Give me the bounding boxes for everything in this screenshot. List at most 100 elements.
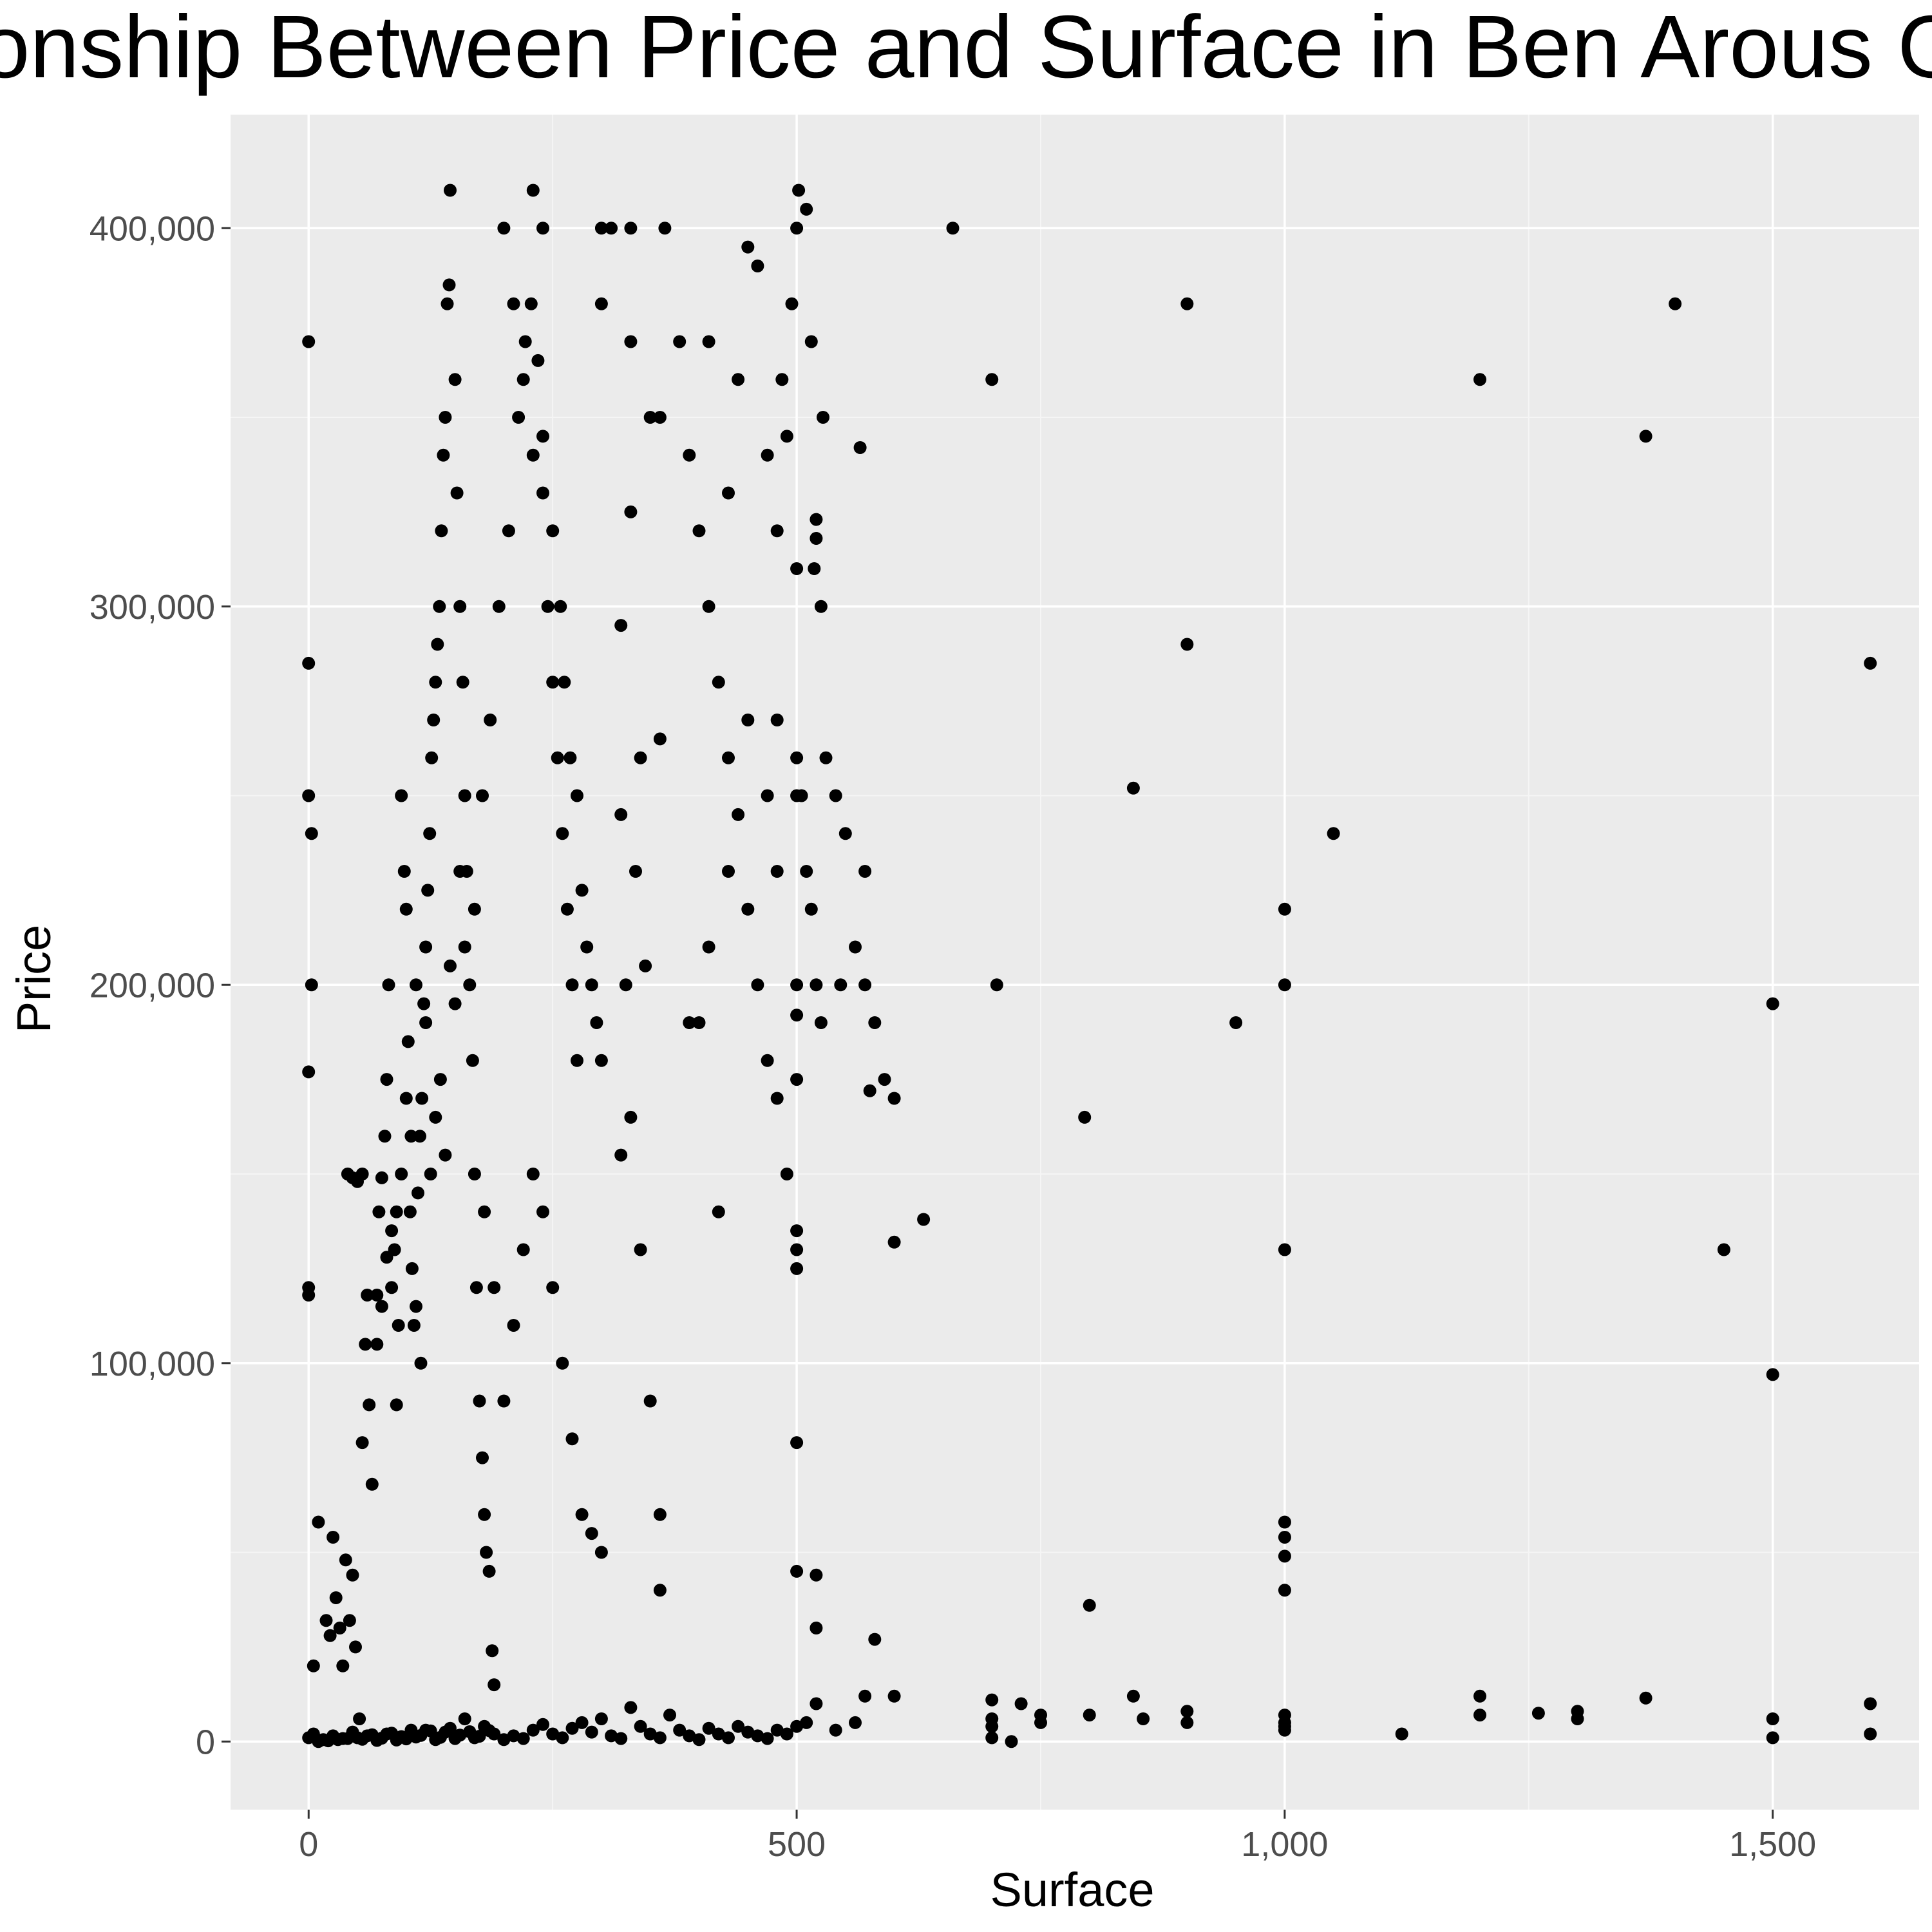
scatter-point [585, 978, 598, 992]
scatter-point [343, 1614, 356, 1627]
scatter-point [673, 1723, 687, 1737]
scatter-point [643, 1727, 657, 1741]
scatter-point [619, 978, 632, 992]
scatter-point [361, 1289, 374, 1302]
scatter-point [790, 1073, 804, 1086]
scatter-point [424, 1168, 437, 1180]
x-tick-label: 0 [299, 1825, 318, 1864]
scatter-point [732, 373, 745, 386]
scatter-point [692, 524, 706, 538]
scatter-point [790, 1243, 804, 1256]
scatter-point [392, 1319, 405, 1332]
scatter-point [482, 1724, 496, 1738]
scatter-point [302, 335, 316, 348]
scatter-point [643, 1394, 657, 1408]
scatter-point [810, 978, 823, 992]
scatter-point [317, 1733, 330, 1747]
scatter-point [702, 940, 715, 954]
scatter-point [327, 1729, 340, 1743]
scatter-point [518, 335, 532, 348]
scatter-point [1078, 1110, 1092, 1124]
scatter-point [554, 600, 567, 613]
y-tick-label: 100,000 [90, 1345, 215, 1383]
scatter-point [1639, 1691, 1653, 1705]
scatter-point [385, 1224, 399, 1238]
scatter-point [629, 865, 642, 878]
scatter-point [819, 751, 833, 764]
scatter-point [761, 1732, 774, 1745]
scatter-point [770, 865, 784, 878]
scatter-point [458, 789, 471, 802]
scatter-point [375, 1171, 388, 1184]
scatter-point [643, 411, 657, 424]
scatter-point [1473, 1709, 1486, 1722]
scatter-point [761, 1054, 774, 1067]
scatter-point [624, 505, 638, 518]
scatter-point [1766, 1712, 1779, 1725]
scatter-point [480, 1546, 493, 1559]
scatter-point [349, 1640, 362, 1654]
scatter-point [804, 335, 818, 348]
scatter-point [319, 1614, 333, 1627]
scatter-point [458, 940, 471, 954]
scatter-point [507, 297, 520, 310]
scatter-point [702, 335, 715, 348]
scatter-point [1395, 1727, 1408, 1741]
scatter-point [814, 600, 828, 613]
scatter-point [526, 448, 540, 462]
scatter-point [1229, 1016, 1243, 1029]
scatter-point [722, 1731, 735, 1745]
scatter-point [450, 486, 464, 500]
scatter-point [1531, 1707, 1545, 1720]
scatter-point [887, 1092, 901, 1105]
scatter-point [722, 486, 735, 500]
scatter-point [1864, 1727, 1877, 1741]
scatter-point [673, 335, 687, 348]
scatter-point [536, 222, 549, 235]
scatter-point [437, 448, 450, 462]
scatter-point [775, 373, 789, 386]
scatter-point [829, 1723, 842, 1737]
scatter-point [790, 1224, 804, 1238]
scatter-point [741, 240, 755, 254]
scatter-point [390, 1205, 403, 1218]
scatter-point [722, 865, 735, 878]
scatter-point [624, 335, 638, 348]
scatter-point [1766, 997, 1779, 1010]
scatter-point [790, 1262, 804, 1275]
x-axis: 0 500 1,000 1,500 [299, 1810, 1816, 1864]
scatter-point [1473, 373, 1486, 386]
scatter-point [751, 1729, 764, 1743]
scatter-point [790, 222, 804, 235]
scatter-point [1126, 1689, 1140, 1703]
scatter-point [488, 1281, 501, 1294]
scatter-point [590, 1016, 603, 1029]
scatter-point [305, 827, 318, 840]
scatter-point [421, 884, 435, 897]
scatter-point [1083, 1598, 1096, 1612]
scatter-point [551, 751, 564, 764]
scatter-point [722, 751, 735, 764]
minor-grid [231, 115, 1919, 1810]
scatter-point [403, 1205, 417, 1218]
scatter-point [800, 865, 813, 878]
scatter-point [917, 1213, 931, 1226]
scatter-point [404, 1130, 418, 1143]
scatter-point [712, 1727, 725, 1741]
scatter-point [858, 865, 872, 878]
scatter-point [512, 411, 526, 424]
scatter-point [770, 1723, 784, 1737]
scatter-point [433, 1730, 447, 1744]
scatter-point [556, 827, 569, 840]
scatter-point [1180, 297, 1194, 310]
scatter-point [790, 1564, 804, 1578]
scatter-point [770, 714, 784, 726]
scatter-point [526, 1168, 540, 1180]
scatter-point [810, 1568, 823, 1582]
scatter-point [571, 789, 583, 802]
scatter-point [473, 1730, 486, 1743]
plot-panel [231, 115, 1919, 1810]
scatter-point [497, 1394, 511, 1408]
y-tick-label: 200,000 [90, 966, 215, 1005]
scatter-point [692, 1733, 706, 1747]
